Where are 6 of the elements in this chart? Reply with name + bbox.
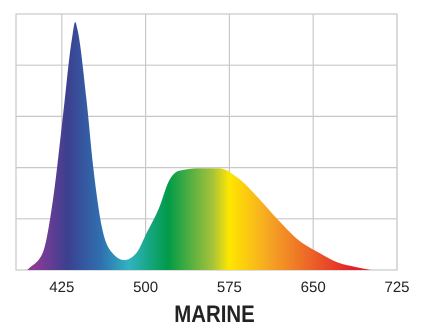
x-tick-label: 650 [300, 279, 326, 296]
x-tick-label: 575 [216, 279, 242, 296]
x-tick-label: 725 [384, 279, 410, 296]
x-tick-label: 425 [49, 279, 74, 296]
text: MARINE [174, 300, 255, 328]
x-tick-label: 500 [133, 279, 158, 296]
